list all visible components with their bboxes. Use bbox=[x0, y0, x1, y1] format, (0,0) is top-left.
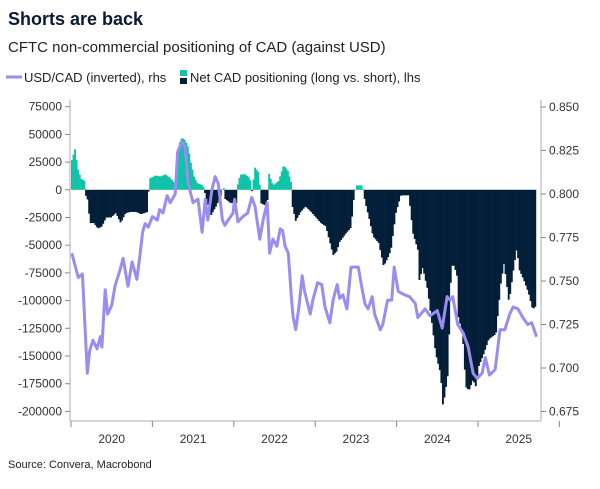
legend-label-usdcad: USD/CAD (inverted), rhs bbox=[24, 70, 167, 85]
left-axis-tick-label: 0 bbox=[55, 183, 62, 197]
positioning-bar bbox=[362, 189, 364, 190]
positioning-bar bbox=[249, 180, 251, 190]
legend-swatch-positioning-positive bbox=[180, 70, 187, 76]
right-axis-tick-label: 0.750 bbox=[549, 274, 579, 288]
x-axis-tick-label: 2022 bbox=[261, 432, 288, 446]
left-axis-tick-label: 75000 bbox=[29, 100, 63, 114]
right-axis: 0.850 0.825 0.800 0.775 0.750 0.725 0.700 0.675 bbox=[541, 100, 579, 421]
left-axis: 75000 50000 25000 0 -25000 -50000 -75000 -10000… bbox=[18, 100, 70, 421]
positioning-bar bbox=[84, 181, 86, 190]
left-axis-tick-label: 50000 bbox=[29, 127, 63, 141]
x-axis-tick-label: 2024 bbox=[424, 432, 451, 446]
positioning-bar bbox=[251, 190, 253, 191]
x-axis-tick-label: 2020 bbox=[98, 432, 125, 446]
positioning-bar bbox=[259, 185, 261, 190]
left-axis-tick-label: -100000 bbox=[18, 294, 62, 308]
right-axis-tick-label: 0.700 bbox=[549, 361, 579, 375]
right-axis-tick-label: 0.825 bbox=[549, 144, 579, 158]
x-axis: 2020 2021 2022 2023 2024 2025 bbox=[70, 421, 559, 446]
x-axis-tick-label: 2025 bbox=[505, 432, 532, 446]
x-axis-tick-label: 2023 bbox=[343, 432, 370, 446]
positioning-bars bbox=[71, 138, 536, 404]
legend-label-positioning: Net CAD positioning (long vs. short), lh… bbox=[190, 70, 421, 85]
left-axis-tick-label: -125000 bbox=[18, 321, 62, 335]
right-axis-tick-label: 0.675 bbox=[549, 405, 579, 419]
left-axis-tick-label: -200000 bbox=[18, 404, 62, 418]
positioning-bar bbox=[202, 187, 204, 190]
left-axis-tick-label: -25000 bbox=[25, 211, 63, 225]
positioning-bar bbox=[534, 190, 536, 307]
positioning-bar bbox=[267, 190, 269, 200]
left-axis-tick-label: -75000 bbox=[25, 266, 63, 280]
source-note: Source: Convera, Macrobond bbox=[8, 459, 152, 471]
positioning-bar bbox=[146, 190, 148, 212]
left-axis-tick-label: -175000 bbox=[18, 377, 62, 391]
positioning-bar bbox=[290, 182, 292, 190]
chart-subtitle: CFTC non-commercial positioning of CAD (… bbox=[8, 39, 386, 56]
x-axis-tick-label: 2021 bbox=[180, 432, 207, 446]
positioning-bar bbox=[353, 190, 355, 200]
legend: USD/CAD (inverted), rhs Net CAD position… bbox=[6, 70, 421, 85]
chart-title: Shorts are back bbox=[8, 9, 144, 29]
right-axis-tick-label: 0.725 bbox=[549, 318, 579, 332]
left-axis-tick-label: -150000 bbox=[18, 349, 62, 363]
right-axis-tick-label: 0.850 bbox=[549, 100, 579, 114]
right-axis-tick-label: 0.800 bbox=[549, 187, 579, 201]
positioning-bar bbox=[223, 188, 225, 190]
left-axis-tick-label: 25000 bbox=[29, 155, 63, 169]
left-axis-tick-label: -50000 bbox=[25, 238, 63, 252]
right-axis-tick-label: 0.775 bbox=[549, 231, 579, 245]
positioning-bar bbox=[148, 190, 150, 192]
legend-swatch-positioning-negative bbox=[180, 78, 187, 84]
